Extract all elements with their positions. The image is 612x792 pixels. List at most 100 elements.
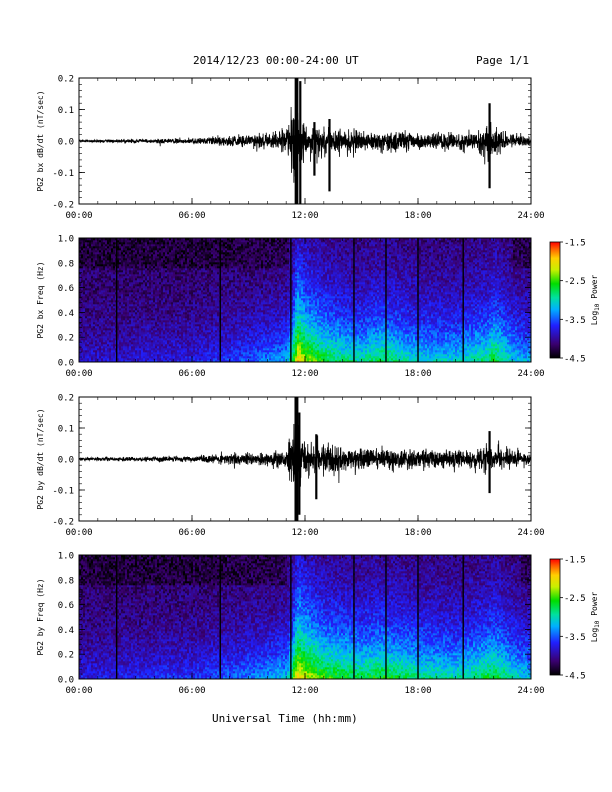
spectrogram-cell (169, 336, 171, 338)
spectrogram-cell (99, 344, 101, 346)
spectrogram-cell (223, 282, 225, 284)
spectrogram-cell (179, 294, 181, 296)
spectrogram-cell (97, 252, 99, 254)
spectrogram-cell (145, 310, 147, 312)
spectrogram-cell (199, 306, 201, 308)
spectrogram-cell (221, 242, 223, 244)
spectrogram-cell (229, 242, 231, 244)
spectrogram-cell (113, 346, 115, 348)
spectrogram-cell (217, 320, 219, 322)
spectrogram-cell (185, 272, 187, 274)
spectrogram-cell (225, 314, 227, 316)
spectrogram-cell (171, 246, 173, 248)
spectrogram-cell (179, 326, 181, 328)
spectrogram-cell (105, 240, 107, 242)
spectrogram-cell (189, 252, 191, 254)
spectrogram-cell (215, 270, 217, 272)
spectrogram-cell (125, 324, 127, 326)
panel-2: Log10 PowerPG2 bx Freq (Hz) (36, 238, 601, 362)
spectrogram-cell (211, 332, 213, 334)
spectrogram-cell (227, 324, 229, 326)
spectrogram-cell (209, 310, 211, 312)
spectrogram-cell (203, 354, 205, 356)
spectrogram-cell (149, 282, 151, 284)
spectrogram-cell (81, 268, 83, 270)
spectrogram-cell (179, 332, 181, 334)
spectrogram-cell (99, 292, 101, 294)
spectrogram-cell (133, 334, 135, 336)
spectrogram-cell (215, 248, 217, 250)
spectrogram-cell (91, 348, 93, 350)
spectrogram-cell (169, 352, 171, 354)
spectrogram-cell (195, 290, 197, 292)
spectrogram-cell (121, 330, 123, 332)
spectrogram-cell (221, 332, 223, 334)
spectrogram-cell (111, 276, 113, 278)
spectrogram-cell (175, 342, 177, 344)
spectrogram-cell (223, 312, 225, 314)
spectrogram-cell (133, 294, 135, 296)
spectrogram-cell (163, 316, 165, 318)
spectrogram-cell (185, 326, 187, 328)
spectrogram-cell (139, 252, 141, 254)
spectrogram-cell (233, 314, 235, 316)
spectrogram-cell (187, 306, 189, 308)
spectrogram-cell (195, 358, 197, 360)
spectrogram-cell (197, 268, 199, 270)
spectrogram-cell (173, 336, 175, 338)
spectrogram-cell (109, 284, 111, 286)
spectrogram-cell (123, 276, 125, 278)
spectrogram-cell (175, 350, 177, 352)
spectrogram-cell (129, 324, 131, 326)
spectrogram-cell (105, 272, 107, 274)
spectrogram-cell (217, 278, 219, 280)
spectrogram-cell (135, 300, 137, 302)
spectrogram-cell (191, 340, 193, 342)
spectrogram-cell (187, 314, 189, 316)
spectrogram-cell (203, 252, 205, 254)
spectrogram-cell (121, 282, 123, 284)
spectrogram-cell (127, 248, 129, 250)
spectrogram-cell (165, 336, 167, 338)
spectrogram-cell (169, 354, 171, 356)
spectrogram-cell (109, 254, 111, 256)
spectrogram-cell (101, 336, 103, 338)
spectrogram-cell (193, 240, 195, 242)
spectrogram-cell (215, 240, 217, 242)
spectrogram-cell (163, 322, 165, 324)
spectrogram-cell (205, 358, 207, 360)
spectrogram-cell (179, 316, 181, 318)
spectrogram-cell (135, 292, 137, 294)
spectrogram-cell (93, 250, 95, 252)
spectrogram-cell (139, 332, 141, 334)
spectrogram-cell (233, 292, 235, 294)
spectrogram-cell (213, 248, 215, 250)
spectrogram-cell (89, 344, 91, 346)
spectrogram-cell (169, 266, 171, 268)
spectrogram-cell (193, 268, 195, 270)
spectrogram-cell (153, 308, 155, 310)
spectrogram-cell (181, 260, 183, 262)
spectrogram-cell (93, 304, 95, 306)
spectrogram-cell (229, 316, 231, 318)
spectrogram-cell (137, 356, 139, 358)
spectrogram-cell (119, 314, 121, 316)
spectrogram-cell (157, 324, 159, 326)
spectrogram-cell (167, 336, 169, 338)
spectrogram-cell (231, 306, 233, 308)
spectrogram-cell (151, 256, 153, 258)
spectrogram-cell (123, 286, 125, 288)
spectrogram-cell (141, 246, 143, 248)
spectrogram-cell (157, 254, 159, 256)
spectrogram-cell (111, 302, 113, 304)
spectrogram-cell (237, 342, 239, 344)
spectrogram-cell (235, 336, 237, 338)
spectrogram-cell (153, 254, 155, 256)
spectrogram-cell (111, 296, 113, 298)
spectrogram-cell (159, 338, 161, 340)
spectrogram-cell (141, 310, 143, 312)
spectrogram-cell (159, 292, 161, 294)
spectrogram-cell (109, 354, 111, 356)
spectrogram-cell (175, 258, 177, 260)
spectrogram-cell (233, 290, 235, 292)
